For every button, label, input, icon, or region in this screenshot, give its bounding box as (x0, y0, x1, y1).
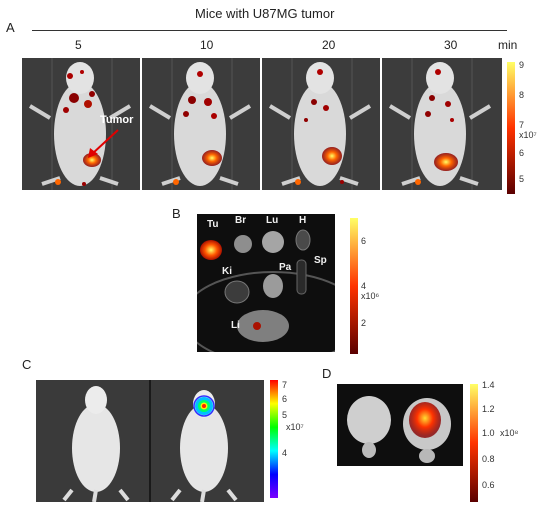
scale-b-multiplier: x10⁶ (361, 291, 380, 301)
panel-label-b: B (172, 206, 181, 221)
organ-label-pancreas: Pa (279, 262, 292, 273)
time-unit-label: min (498, 38, 518, 52)
organ-label-lung: Lu (266, 215, 279, 226)
scale-c-multiplier: x10⁷ (286, 422, 304, 432)
scale-c-tick: 5 (282, 410, 288, 420)
scale-a-tick: 6 (519, 148, 525, 158)
scale-c-tick: 4 (282, 448, 288, 458)
organ-label-brain: Br (235, 215, 247, 226)
colorbar-b (350, 218, 358, 354)
colorbar-c (270, 380, 278, 498)
panel-label-a: A (6, 20, 15, 35)
frame-10min (142, 58, 260, 190)
brain-image (337, 384, 463, 466)
scale-a-tick: 8 (519, 90, 525, 100)
scale-d-tick: 0.6 (482, 480, 495, 490)
scale-d-tick: 0.8 (482, 454, 495, 464)
scale-b-tick: 4 (361, 281, 367, 291)
organ-label-liver: Li (231, 320, 240, 331)
colorbar-a (507, 62, 515, 194)
organ-label-heart: H (299, 215, 307, 226)
scale-d-tick: 1.2 (482, 404, 495, 414)
bli-image (36, 380, 264, 502)
mouse-pair-image (36, 380, 264, 502)
colorbar-d (470, 384, 478, 502)
scale-a-tick: 7 (519, 120, 525, 130)
scale-b-tick: 6 (361, 236, 367, 246)
brain-pair (347, 396, 451, 463)
frame-20min (262, 58, 380, 190)
timepoint-label: 20 (322, 38, 336, 52)
organ-image (197, 214, 335, 352)
organ-label-spleen: Sp (314, 255, 327, 266)
figure-title: Mice with U87MG tumor (195, 6, 335, 21)
scale-a-tick: 5 (519, 174, 525, 184)
tumor-arrow-icon (88, 129, 119, 158)
frame-30min (382, 58, 502, 190)
timepoint-label: 30 (444, 38, 458, 52)
title-rule (32, 30, 507, 31)
scale-a-multiplier: x10⁷ (519, 130, 537, 140)
time-series-image (22, 58, 502, 190)
scale-a-tick: 9 (519, 60, 525, 70)
scale-d-multiplier: x10⁸ (500, 428, 519, 438)
organ-label-tumor: Tu (207, 219, 219, 230)
frame-5min (22, 58, 140, 190)
scale-c-tick: 7 (282, 380, 288, 390)
mouse-image-strip (22, 58, 502, 190)
scale-d-tick: 1.4 (482, 380, 495, 390)
timepoint-label: 5 (75, 38, 82, 52)
panel-label-d: D (322, 366, 332, 381)
organ-label-kidney: Ki (222, 266, 232, 277)
timepoint-label: 10 (200, 38, 214, 52)
organ-dish (197, 229, 335, 352)
panel-label-c: C (22, 357, 32, 372)
scale-c-tick: 6 (282, 394, 288, 404)
scale-b-tick: 2 (361, 318, 367, 328)
tumor-label: Tumor (100, 114, 134, 126)
scale-d-tick: 1.0 (482, 428, 495, 438)
